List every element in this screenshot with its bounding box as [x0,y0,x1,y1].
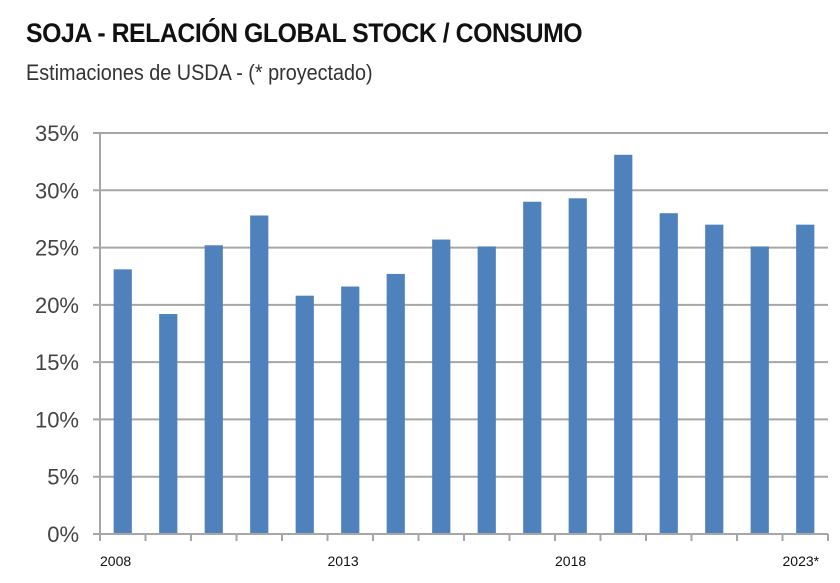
bar-2008 [113,269,132,534]
bar-2009 [159,314,178,534]
bar-2018 [568,198,587,534]
y-tick-label: 25% [35,236,79,261]
bar-2012 [295,295,314,534]
bar-2017 [523,201,542,534]
bar-2015 [432,239,451,534]
y-tick-label: 30% [35,178,79,203]
bar-2023 [796,224,815,534]
x-tick-label: 2023* [783,553,820,569]
x-tick-label: 2008 [100,553,131,569]
bars [113,154,815,535]
axes [93,133,829,541]
bar-2019 [614,154,633,535]
chart-subtitle: Estimaciones de USDA - (* proyectado) [26,60,373,85]
y-tick-label: 20% [35,293,79,318]
x-tick-label: 2018 [555,553,586,569]
chart-title: SOJA - RELACIÓN GLOBAL STOCK / CONSUMO [26,18,583,48]
x-axis-ticks: 2008 2013 2018 2023* [100,553,820,569]
y-axis-ticks: 0% 5% 10% 15% 20% 25% 30% 35% [35,121,79,547]
bar-2016 [477,246,496,534]
y-tick-label: 15% [35,350,79,375]
bar-2020 [659,213,678,534]
bar-2013 [341,286,360,534]
bar-2010 [204,245,223,534]
y-tick-label: 0% [47,522,79,547]
y-tick-label: 10% [35,407,79,432]
bar-2011 [250,215,269,534]
y-tick-label: 5% [47,465,79,490]
bar-2022 [750,246,769,534]
y-tick-label: 35% [35,121,79,146]
bar-2014 [386,273,405,534]
bar-2021 [705,224,724,534]
x-tick-label: 2013 [328,553,359,569]
